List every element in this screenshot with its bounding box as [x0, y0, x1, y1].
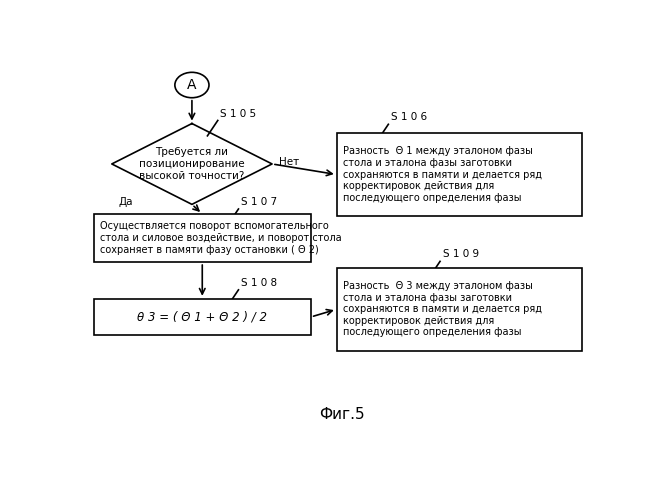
FancyBboxPatch shape	[93, 298, 311, 336]
Text: S 1 0 6: S 1 0 6	[391, 112, 427, 122]
Text: θ 3 = ( Θ 1 + Θ 2 ) / 2: θ 3 = ( Θ 1 + Θ 2 ) / 2	[137, 310, 267, 324]
Text: Нет: Нет	[279, 157, 299, 167]
Text: Разность  Θ 3 между эталоном фазы
стола и эталона фазы заготовки
сохраняются в п: Разность Θ 3 между эталоном фазы стола и…	[343, 281, 542, 338]
Text: Да: Да	[119, 197, 133, 207]
Text: Требуется ли
позиционирование
высокой точности?: Требуется ли позиционирование высокой то…	[139, 148, 245, 180]
Text: S 1 0 8: S 1 0 8	[241, 278, 277, 288]
FancyBboxPatch shape	[93, 214, 311, 262]
Text: Фиг.5: Фиг.5	[319, 406, 365, 422]
Text: Осуществляется поворот вспомогательного
стола и силовое воздействие, и поворот с: Осуществляется поворот вспомогательного …	[100, 222, 342, 254]
Text: S 1 0 5: S 1 0 5	[220, 108, 257, 118]
Polygon shape	[112, 124, 272, 204]
Text: S 1 0 7: S 1 0 7	[241, 197, 277, 207]
FancyBboxPatch shape	[337, 268, 582, 350]
FancyBboxPatch shape	[337, 133, 582, 216]
Text: A: A	[187, 78, 197, 92]
Text: S 1 0 9: S 1 0 9	[443, 250, 479, 260]
Text: Разность  Θ 1 между эталоном фазы
стола и эталона фазы заготовки
сохраняются в п: Разность Θ 1 между эталоном фазы стола и…	[343, 146, 542, 203]
